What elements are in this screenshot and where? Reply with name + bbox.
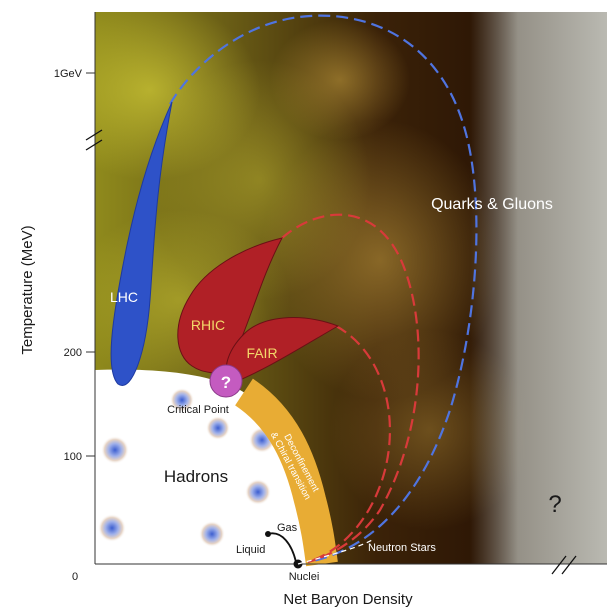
lhc-label: LHC bbox=[110, 289, 138, 305]
gas-liquid-line bbox=[267, 532, 297, 563]
neutron-stars-label: Neutron Stars bbox=[368, 542, 436, 554]
x-axis bbox=[95, 555, 607, 575]
fair-label: FAIR bbox=[246, 345, 277, 361]
rhic-label: RHIC bbox=[191, 317, 225, 333]
liquid-label: Liquid bbox=[236, 544, 265, 556]
hadron-particles bbox=[98, 388, 275, 547]
y-axis-title: Temperature (MeV) bbox=[19, 225, 36, 354]
ytick-100: 100 bbox=[64, 451, 82, 463]
rhic-region bbox=[177, 237, 283, 379]
unknown-region-label: ? bbox=[548, 491, 561, 518]
y-axis bbox=[85, 12, 103, 564]
ytick-0: 0 bbox=[72, 571, 78, 583]
nuclei-label: Nuclei bbox=[289, 571, 320, 583]
ytick-200: 200 bbox=[64, 347, 82, 359]
blue-dashed-boundary bbox=[169, 14, 478, 564]
hadrons-label: Hadrons bbox=[164, 467, 228, 486]
background-field bbox=[95, 12, 607, 564]
gas-label: Gas bbox=[277, 522, 298, 534]
neutron-star-curve bbox=[297, 539, 373, 565]
red-dashed-boundary-outer bbox=[281, 213, 420, 564]
critical-point-label: Critical Point bbox=[167, 404, 229, 416]
ytick-1gev: 1GeV bbox=[54, 68, 83, 80]
gas-endpoint bbox=[265, 531, 271, 537]
x-axis-title: Net Baryon Density bbox=[283, 591, 413, 608]
critical-point-symbol: ? bbox=[221, 373, 231, 392]
transition-band bbox=[234, 378, 338, 567]
red-dashed-boundary-inner bbox=[307, 325, 392, 564]
critical-point-marker bbox=[209, 364, 243, 398]
fair-region bbox=[225, 317, 340, 385]
lhc-region bbox=[110, 101, 173, 386]
quarks-gluons-label: Quarks & Gluons bbox=[431, 196, 553, 213]
